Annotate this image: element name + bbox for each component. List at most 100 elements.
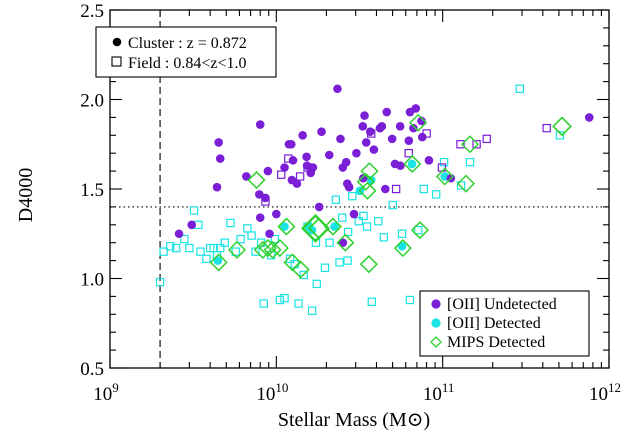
field-point [277, 170, 286, 179]
detection-legend-marker [431, 318, 441, 328]
cluster-point [302, 152, 311, 162]
field-point [439, 157, 449, 167]
field-point [159, 247, 168, 256]
cluster-point [338, 163, 348, 172]
field-point [348, 191, 357, 201]
mips-point [410, 221, 429, 240]
cluster-point [338, 238, 348, 247]
field-point [185, 243, 194, 253]
field-point [285, 254, 295, 264]
detection-legend: [OII] Undetected [OII] Detected MIPS Detec… [419, 290, 590, 357]
field-point [231, 247, 240, 256]
field-point [299, 270, 308, 280]
field-point [275, 295, 285, 305]
field-point [325, 238, 334, 247]
field-point [354, 217, 363, 226]
field-point [414, 225, 423, 235]
cluster-point [298, 131, 307, 140]
cluster-point [288, 156, 298, 165]
mips-point [552, 116, 573, 137]
field-point [165, 242, 175, 251]
detection-legend-marker [430, 336, 442, 348]
y-tick-label: 0.5 [80, 359, 104, 380]
cluster-point [369, 145, 379, 154]
cluster-point [280, 222, 289, 231]
cluster-point [390, 159, 400, 169]
field-point [437, 163, 447, 172]
x-tick-label: 1010 [256, 380, 288, 405]
detection-legend-marker [431, 299, 441, 309]
mips-point [336, 233, 355, 252]
mips-point [291, 260, 310, 279]
mips-point [227, 240, 247, 259]
field-point [236, 234, 245, 244]
legend-cluster-marker [112, 37, 122, 47]
mips-point [460, 135, 480, 154]
cluster-point [344, 182, 354, 192]
cluster-point [424, 156, 434, 165]
y-axis-title: D4000 [15, 168, 37, 222]
x-tick-label: 1011 [423, 380, 455, 405]
cluster-point [349, 209, 359, 219]
field-point [196, 247, 205, 256]
mips-point [359, 255, 378, 274]
field-point [367, 297, 377, 306]
field-point [331, 195, 341, 204]
mips-point [270, 239, 289, 258]
cluster-point [212, 182, 222, 192]
field-point [270, 234, 280, 244]
cluster-point [358, 122, 368, 131]
field-point [379, 233, 389, 242]
field-point [220, 238, 230, 247]
field-point [295, 172, 305, 181]
cluster-point [280, 163, 289, 172]
field-point [320, 263, 330, 272]
field-point [374, 217, 383, 226]
cluster-point [361, 138, 371, 147]
field-point [180, 234, 189, 244]
cluster-point [387, 134, 397, 144]
cluster-point [324, 150, 334, 160]
cluster-point [336, 134, 345, 144]
mips-point [456, 174, 475, 193]
mips-point [209, 253, 228, 272]
field-point [456, 181, 466, 190]
cluster-point [306, 168, 316, 178]
detection-legend-label: MIPS Detected [447, 334, 545, 351]
x-tick-label: 1012 [589, 380, 621, 405]
cluster-point [215, 154, 225, 163]
mips-point [258, 239, 277, 258]
mips-point [323, 217, 343, 236]
field-point [405, 295, 415, 305]
field-point [515, 84, 525, 93]
field-point [251, 247, 260, 256]
cluster-point [263, 166, 273, 176]
cluster-point [377, 122, 387, 131]
field-point [542, 123, 551, 133]
mips-point [403, 154, 422, 174]
cluster-point [584, 113, 594, 122]
cluster-point [272, 209, 281, 219]
axis-tick-labels: 109 1010 1011 1012 0.5 1.0 1.5 2.0 2.5 [80, 1, 621, 405]
cluster-point [382, 107, 392, 117]
field-point [465, 157, 475, 167]
field-point [294, 299, 303, 308]
field-point [338, 213, 347, 222]
mips-point [358, 181, 377, 200]
mips-point [360, 162, 379, 181]
cluster-point [255, 213, 265, 222]
sample-legend-label: Field : 0.84<z<1.0 [128, 55, 246, 72]
field-point [243, 224, 252, 233]
field-point [419, 184, 428, 194]
field-point [404, 149, 413, 158]
cluster-point [292, 179, 302, 188]
field-point [391, 184, 401, 194]
field-point [280, 293, 289, 303]
field-point [431, 190, 441, 199]
cluster-point [302, 161, 312, 171]
cluster-point [417, 132, 427, 142]
field-point [312, 279, 321, 289]
cluster-point [417, 116, 426, 126]
field-point [202, 254, 211, 264]
cluster-point [286, 139, 296, 149]
